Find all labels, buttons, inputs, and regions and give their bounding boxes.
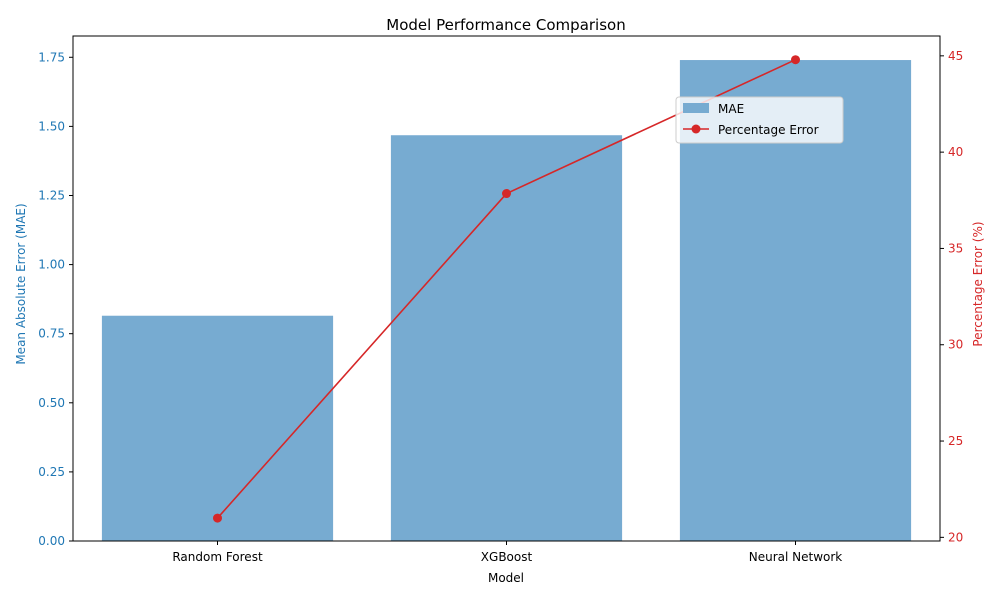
y-left-tick-label: 0.25: [38, 465, 65, 479]
y-right-tick-label: 40: [948, 145, 963, 159]
legend-mae-label: MAE: [718, 102, 744, 116]
y-left-tick-label: 0.50: [38, 396, 65, 410]
percentage-error-point-xgboost: [502, 189, 511, 199]
y-left-tick-label: 1.00: [38, 258, 65, 272]
y-right-tick-label: 30: [948, 338, 963, 352]
y-right-tick-label: 45: [948, 49, 963, 63]
x-tick-label: Random Forest: [172, 550, 263, 564]
y-left-tick-label: 0.00: [38, 534, 65, 548]
y-left-tick-label: 0.75: [38, 327, 65, 341]
y-axis-right-label: Percentage Error (%): [971, 221, 985, 346]
y-right-tick-label: 35: [948, 241, 963, 255]
x-tick-label: Neural Network: [749, 550, 843, 564]
x-axis-label: Model: [488, 571, 524, 585]
x-axis: Random Forest XGBoost Neural Network: [172, 541, 842, 564]
legend-box: [675, 96, 844, 144]
mae-bar-xgboost: [390, 135, 623, 542]
chart-title: Model Performance Comparison: [386, 16, 625, 34]
y-right-tick-label: 20: [948, 530, 963, 544]
y-right-tick-label: 25: [948, 434, 963, 448]
y-axis-left-label: Mean Absolute Error (MAE): [14, 203, 28, 364]
y-left-tick-label: 1.25: [38, 188, 65, 202]
legend: MAE Percentage Error: [675, 96, 844, 144]
legend-percentage-error-label: Percentage Error: [718, 123, 819, 137]
mae-bar-random-forest: [101, 315, 334, 541]
y-axis-right: 20 25 30 35 40 45: [940, 49, 963, 544]
y-axis-left: 0.00 0.25 0.50 0.75 1.00 1.25 1.50 1.75: [38, 50, 73, 548]
y-left-tick-label: 1.50: [38, 119, 65, 133]
legend-percentage-error-marker: [691, 124, 701, 134]
legend-mae-swatch: [683, 103, 709, 113]
percentage-error-point-random-forest: [213, 513, 222, 523]
x-tick-label: XGBoost: [481, 550, 533, 564]
y-left-tick-label: 1.75: [38, 50, 65, 64]
percentage-error-point-neural-network: [791, 55, 800, 65]
